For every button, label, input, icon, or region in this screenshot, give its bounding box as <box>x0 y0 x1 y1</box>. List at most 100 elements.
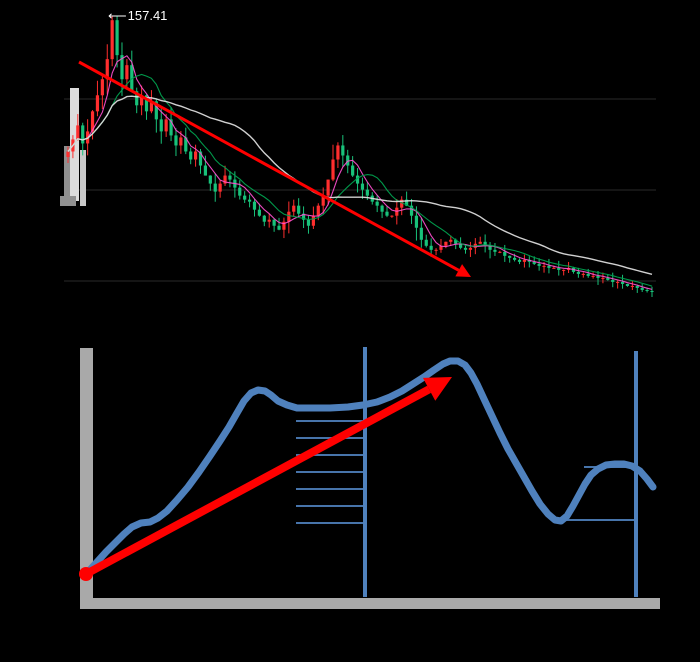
candle-body <box>601 277 605 279</box>
candle-body <box>385 211 389 216</box>
x-axis-bar <box>80 598 660 609</box>
artifact-block <box>60 196 76 206</box>
candle-body <box>297 205 301 214</box>
candle-body <box>562 269 566 271</box>
top-trend-arrow <box>78 60 471 277</box>
candle-body <box>203 165 208 176</box>
candle-body <box>272 219 276 226</box>
candle-body <box>645 289 649 291</box>
candle-body <box>360 183 365 190</box>
candle-body <box>110 20 114 60</box>
candle-body <box>522 259 527 262</box>
candle-body <box>311 215 315 226</box>
candle-body <box>125 65 129 80</box>
top-trend-arrow-head <box>455 264 471 277</box>
candle-body <box>463 247 468 250</box>
candle-body <box>586 273 590 276</box>
candle-body <box>277 225 281 230</box>
candle-body <box>287 211 291 222</box>
candle-body <box>154 101 158 120</box>
candle-body <box>316 205 320 216</box>
bottom-trend-arrow-origin-dot <box>79 567 93 581</box>
candle-body <box>257 209 261 216</box>
candle-body <box>213 183 217 192</box>
vertical-marker-lines <box>363 347 638 597</box>
candle-body <box>169 119 173 136</box>
candle-body <box>390 215 394 217</box>
candle-body <box>517 259 522 262</box>
candle-body <box>115 20 119 56</box>
candle-body <box>581 273 585 275</box>
candle-body <box>498 251 502 253</box>
candle-body <box>429 245 433 250</box>
candle-body <box>252 201 257 210</box>
candle-body <box>198 151 203 166</box>
candle-body <box>218 183 222 192</box>
candle-body <box>493 249 497 252</box>
candle-body <box>262 215 266 222</box>
candle-body <box>552 267 556 269</box>
candle-body <box>424 239 428 246</box>
candle-body <box>267 219 271 222</box>
candle-body <box>306 219 311 226</box>
candle-body <box>346 155 350 166</box>
candle-body <box>542 265 546 267</box>
candle-body <box>321 195 325 206</box>
y-axis-bar <box>80 348 93 608</box>
candle-body <box>375 201 379 206</box>
candle-body <box>336 145 340 160</box>
candle-body <box>405 199 409 206</box>
candle-body <box>66 151 70 158</box>
bottom-trend-arrow <box>79 377 452 581</box>
candle-body <box>434 249 438 251</box>
peak-price-annotation: ⟵157.41 <box>108 8 167 24</box>
top-gridlines <box>64 98 656 282</box>
candle-body <box>282 221 286 230</box>
artifact-block <box>80 150 86 206</box>
candle-body <box>625 283 630 286</box>
candle-body <box>174 135 178 146</box>
candle-body <box>184 137 188 152</box>
candle-body <box>100 79 104 96</box>
ma-line-5 <box>67 55 653 290</box>
bottom-trend-arrow-shaft <box>84 385 432 578</box>
candle-body <box>149 101 154 112</box>
candle-body <box>488 245 492 250</box>
candle-body <box>193 151 198 160</box>
candle-body <box>459 243 463 248</box>
candle-body <box>105 59 109 80</box>
candle-body <box>508 255 512 258</box>
candle-body <box>449 239 453 242</box>
candle-body <box>355 175 360 184</box>
candle-body <box>189 151 193 160</box>
candle-body <box>351 165 355 176</box>
candle-body <box>547 265 551 268</box>
candle-body <box>90 111 95 132</box>
candle-body <box>640 287 644 290</box>
candle-body <box>616 281 620 283</box>
candle-body <box>537 263 541 266</box>
ma-line-30 <box>67 95 653 275</box>
candle-body <box>439 245 443 250</box>
candle-body <box>76 125 80 140</box>
candle-body <box>223 175 227 184</box>
candle-body <box>503 251 507 256</box>
candle-body <box>557 267 561 270</box>
price-curve-group <box>84 357 657 576</box>
candle-body <box>243 195 247 200</box>
candle-body <box>468 247 473 250</box>
candle-body <box>409 205 414 216</box>
candle-body <box>483 241 487 246</box>
candle-body <box>164 119 168 132</box>
candle-body <box>135 91 139 106</box>
candle-body <box>238 187 242 196</box>
candle-body <box>635 285 639 288</box>
candle-body <box>179 137 183 146</box>
candle-body <box>144 95 149 112</box>
blue-price-curve <box>84 357 657 576</box>
candle-body <box>630 285 634 287</box>
candle-body <box>419 227 423 240</box>
candle-body <box>331 159 335 180</box>
